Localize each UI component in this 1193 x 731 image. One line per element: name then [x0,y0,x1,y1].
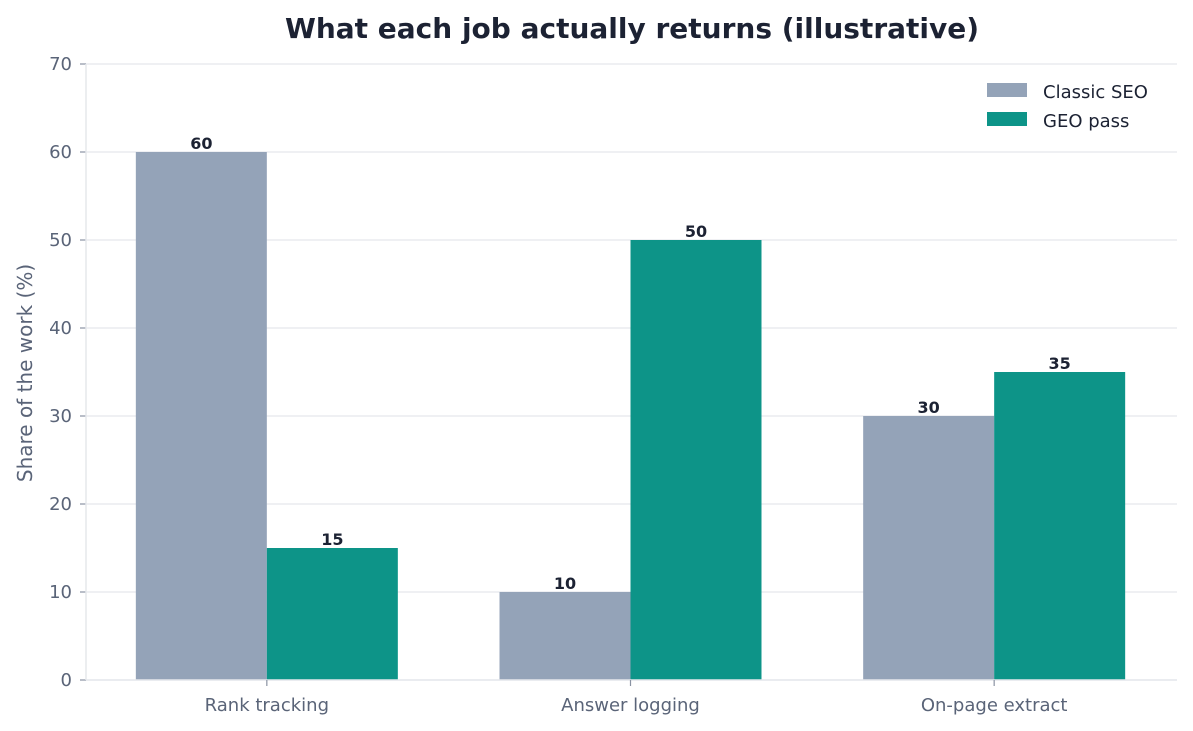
x-tick-label: On-page extract [921,695,1068,716]
y-tick-label: 20 [49,494,72,515]
y-tick-label: 70 [49,54,72,75]
legend-swatch [987,83,1027,97]
bars [135,152,1126,680]
y-tick-label: 30 [49,406,72,427]
bar-value-label: 10 [554,574,576,593]
axes: 0 10 20 30 40 50 60 70 Rank tracking Answer loggi… [49,54,1177,716]
y-axis-label: Share of the work (%) [13,264,37,482]
y-tick-label: 60 [49,142,72,163]
legend-label: Classic SEO [1043,82,1148,103]
x-tick-label: Answer logging [561,695,700,716]
bar [135,152,267,680]
bar-value-label: 30 [918,398,940,417]
bar-value-label: 60 [190,134,212,153]
bar-value-label: 50 [685,222,707,241]
legend-swatch [987,112,1027,126]
legend: Classic SEO GEO pass [987,82,1148,132]
legend-label: GEO pass [1043,111,1129,132]
bar-value-label: 35 [1049,354,1071,373]
bar [994,372,1126,680]
y-tick-label: 40 [49,318,72,339]
x-tick-label: Rank tracking [205,695,329,716]
y-tick-label: 10 [49,582,72,603]
bar-value-label: 15 [321,530,343,549]
bar [266,548,398,680]
value-labels: 60 15 10 50 30 35 [190,134,1071,593]
bar [630,240,762,680]
y-tick-label: 50 [49,230,72,251]
y-tick-label: 0 [61,670,72,691]
bar [499,592,631,680]
bar [863,416,995,680]
chart-title: What each job actually returns (illustra… [285,12,979,45]
